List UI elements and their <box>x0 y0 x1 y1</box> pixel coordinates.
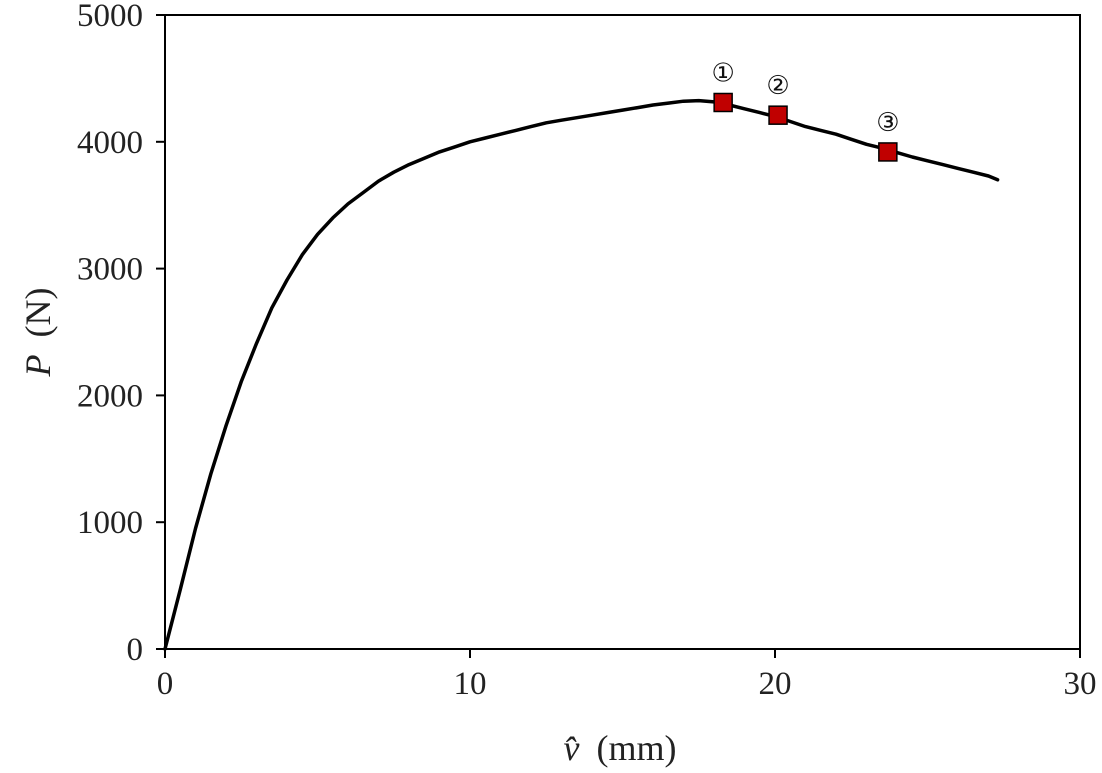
x-axis-title: v̂ (mm) <box>564 728 677 768</box>
series <box>163 98 1000 651</box>
series-line <box>163 98 1000 651</box>
y-tick-label: 5000 <box>77 0 143 34</box>
y-tick-label: 0 <box>127 632 144 668</box>
y-axis-title: P (N) <box>18 288 58 378</box>
x-tick-label: 10 <box>454 666 487 702</box>
x-axis-unit: (mm) <box>597 728 677 768</box>
annotation-label: ① <box>711 58 734 88</box>
x-tick-label: 30 <box>1064 666 1097 702</box>
y-axis-unit: (N) <box>18 288 58 338</box>
x-axis-symbol: v̂ <box>564 728 580 768</box>
y-tick-label: 2000 <box>77 378 143 414</box>
y-tick-label: 3000 <box>77 252 143 288</box>
annotation-label: ② <box>766 71 789 101</box>
y-axis-symbol: P <box>18 354 58 377</box>
axes: 0 10 20 30 0 1000 2000 3000 4000 5000 <box>77 0 1097 702</box>
data-point-marker <box>878 142 898 162</box>
data-point-marker <box>713 92 733 113</box>
y-tick-label: 4000 <box>77 125 143 161</box>
x-tick-label: 20 <box>759 666 792 702</box>
annotations: ① ② ③ <box>711 58 900 162</box>
x-tick-label: 0 <box>157 666 174 702</box>
data-point-marker <box>768 105 788 125</box>
plot-area-frame <box>164 14 1081 650</box>
annotation-label: ③ <box>876 108 899 138</box>
y-tick-label: 1000 <box>77 505 143 541</box>
